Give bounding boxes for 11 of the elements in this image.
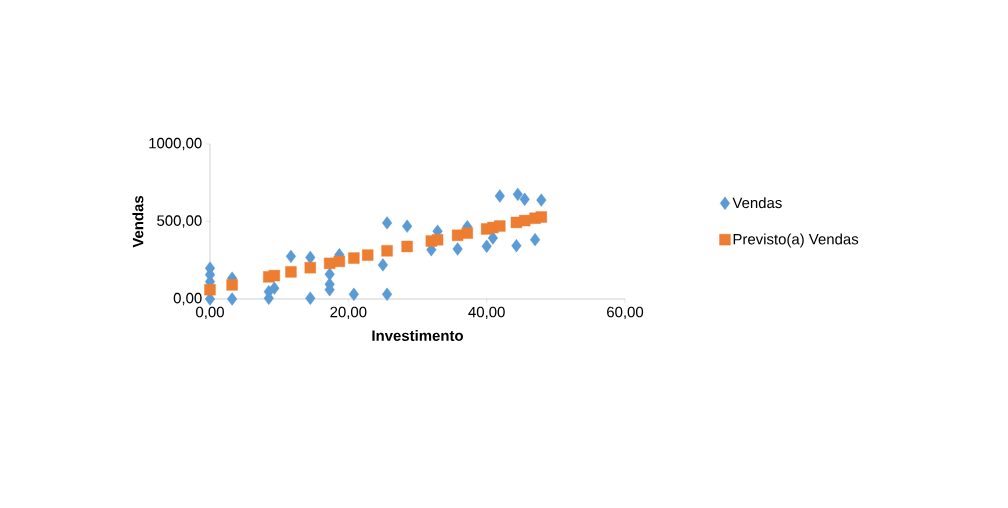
- x-tick-label: 20,00: [330, 306, 367, 320]
- y-tick-label: 1000,00: [149, 137, 202, 151]
- legend-label: Vendas: [732, 197, 782, 209]
- y-tick-label: 500,00: [157, 215, 202, 228]
- x-axis-title: Investimento: [372, 329, 464, 341]
- x-tick-label: 60,00: [607, 306, 644, 320]
- x-tick-label: 0,00: [196, 306, 224, 320]
- legend-label: Previsto(a) Vendas: [733, 233, 859, 248]
- y-axis-title: Vendas: [132, 195, 144, 248]
- y-tick-label: 0,00: [173, 292, 202, 306]
- x-tick-label: 40,00: [468, 306, 505, 320]
